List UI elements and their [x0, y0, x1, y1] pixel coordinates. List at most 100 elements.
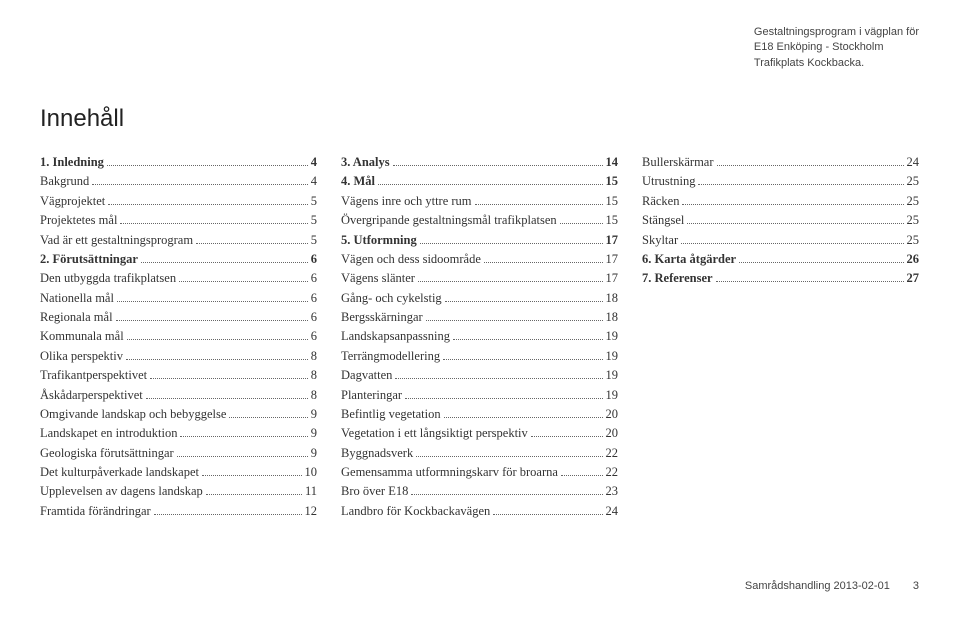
toc-entry-page: 11: [305, 482, 317, 501]
toc-entry: Landbro för Kockbackavägen24: [341, 502, 618, 521]
toc-entry-label: Projektetes mål: [40, 211, 117, 230]
toc-leader-dots: [117, 301, 308, 302]
toc-entry-label: Åskådarperspektivet: [40, 386, 143, 405]
toc-leader-dots: [561, 475, 603, 476]
toc-entry-page: 5: [311, 231, 317, 250]
toc-leader-dots: [154, 514, 302, 515]
toc-entry-page: 19: [606, 327, 619, 346]
toc-entry-label: 5. Utformning: [341, 231, 417, 250]
toc-entry: Vägprojektet5: [40, 192, 317, 211]
toc-leader-dots: [393, 165, 603, 166]
toc-entry-label: Det kulturpåverkade landskapet: [40, 463, 199, 482]
toc-entry-page: 5: [311, 192, 317, 211]
toc-entry-label: Räcken: [642, 192, 679, 211]
toc-entry-page: 6: [311, 289, 317, 308]
toc-column-3: Bullerskärmar24Utrustning25Räcken25Stäng…: [642, 153, 919, 521]
toc-entry-label: Bullerskärmar: [642, 153, 714, 172]
toc-entry-page: 8: [311, 386, 317, 405]
toc-entry: Bro över E1823: [341, 482, 618, 501]
toc-columns: 1. Inledning 4Bakgrund4Vägprojektet5Proje…: [40, 153, 919, 521]
toc-entry: Det kulturpåverkade landskapet10: [40, 463, 317, 482]
toc-entry: Åskådarperspektivet 8: [40, 386, 317, 405]
toc-leader-dots: [416, 456, 602, 457]
toc-entry: Vägen och dess sidoområde17: [341, 250, 618, 269]
toc-entry-label: Regionala mål: [40, 308, 113, 327]
toc-entry-page: 25: [907, 231, 920, 250]
toc-entry: Omgivande landskap och bebyggelse 9: [40, 405, 317, 424]
toc-entry-page: 22: [606, 463, 619, 482]
toc-entry-page: 24: [606, 502, 619, 521]
toc-entry-page: 17: [606, 269, 619, 288]
toc-leader-dots: [716, 281, 904, 282]
toc-leader-dots: [141, 262, 308, 263]
toc-entry-label: Olika perspektiv: [40, 347, 123, 366]
toc-entry: Räcken25: [642, 192, 919, 211]
toc-entry: 7. Referenser27: [642, 269, 919, 288]
toc-leader-dots: [426, 320, 603, 321]
toc-leader-dots: [682, 204, 903, 205]
toc-entry: Kommunala mål6: [40, 327, 317, 346]
toc-entry: Vegetation i ett långsiktigt perspektiv 2…: [341, 424, 618, 443]
toc-entry-label: Byggnadsverk: [341, 444, 413, 463]
toc-entry-page: 20: [606, 424, 619, 443]
footer-page-number: 3: [913, 580, 919, 592]
toc-entry: Bakgrund4: [40, 172, 317, 191]
toc-entry-label: 2. Förutsättningar: [40, 250, 138, 269]
toc-leader-dots: [180, 436, 307, 437]
toc-entry: Regionala mål6: [40, 308, 317, 327]
toc-entry: Framtida förändringar12: [40, 502, 317, 521]
toc-entry-label: 6. Karta åtgärder: [642, 250, 736, 269]
toc-entry-page: 20: [606, 405, 619, 424]
toc-entry-label: Nationella mål: [40, 289, 114, 308]
toc-entry: Dagvatten19: [341, 366, 618, 385]
footer-text: Samrådshandling 2013-02-01: [745, 580, 890, 592]
toc-leader-dots: [484, 262, 603, 263]
toc-leader-dots: [116, 320, 308, 321]
toc-entry-label: Kommunala mål: [40, 327, 124, 346]
toc-entry: Skyltar25: [642, 231, 919, 250]
toc-entry-label: 3. Analys: [341, 153, 390, 172]
toc-leader-dots: [150, 378, 308, 379]
toc-entry-page: 17: [606, 250, 619, 269]
toc-entry-page: 26: [907, 250, 920, 269]
toc-entry: Trafikantperspektivet8: [40, 366, 317, 385]
toc-entry-label: Gemensamma utformningskarv för broarna: [341, 463, 558, 482]
toc-entry-label: Gång- och cykelstig: [341, 289, 442, 308]
toc-leader-dots: [177, 456, 308, 457]
toc-entry-page: 4: [311, 172, 317, 191]
toc-leader-dots: [445, 301, 603, 302]
toc-entry-label: Terrängmodellering: [341, 347, 440, 366]
toc-entry-label: 7. Referenser: [642, 269, 713, 288]
toc-entry: Planteringar19: [341, 386, 618, 405]
toc-leader-dots: [420, 243, 603, 244]
toc-entry: Vägens slänter17: [341, 269, 618, 288]
toc-entry-label: Vägens inre och yttre rum: [341, 192, 472, 211]
toc-leader-dots: [120, 223, 307, 224]
toc-entry: Gång- och cykelstig18: [341, 289, 618, 308]
toc-entry-label: Landskapsanpassning: [341, 327, 450, 346]
toc-entry-page: 8: [311, 366, 317, 385]
toc-entry: Övergripande gestaltningsmål trafikplats…: [341, 211, 618, 230]
toc-leader-dots: [443, 359, 602, 360]
toc-entry-page: 4: [311, 153, 317, 172]
toc-entry: Landskapet en introduktion9: [40, 424, 317, 443]
toc-entry-label: Landskapet en introduktion: [40, 424, 177, 443]
toc-entry-page: 25: [907, 172, 920, 191]
toc-entry-page: 12: [305, 502, 318, 521]
toc-entry-page: 8: [311, 347, 317, 366]
toc-entry: Bergsskärningar18: [341, 308, 618, 327]
toc-leader-dots: [493, 514, 602, 515]
toc-entry: 1. Inledning 4: [40, 153, 317, 172]
toc-entry-page: 9: [311, 405, 317, 424]
toc-entry-label: Omgivande landskap och bebyggelse: [40, 405, 226, 424]
toc-entry: Stängsel25: [642, 211, 919, 230]
toc-entry: Vad är ett gestaltningsprogram5: [40, 231, 317, 250]
toc-entry: 2. Förutsättningar6: [40, 250, 317, 269]
toc-entry-page: 14: [606, 153, 619, 172]
toc-entry-page: 9: [311, 444, 317, 463]
toc-entry-label: Vegetation i ett långsiktigt perspektiv: [341, 424, 528, 443]
toc-entry-label: 1. Inledning: [40, 153, 104, 172]
toc-entry-page: 6: [311, 269, 317, 288]
page-title: Innehåll: [40, 105, 919, 133]
toc-entry: Utrustning25: [642, 172, 919, 191]
